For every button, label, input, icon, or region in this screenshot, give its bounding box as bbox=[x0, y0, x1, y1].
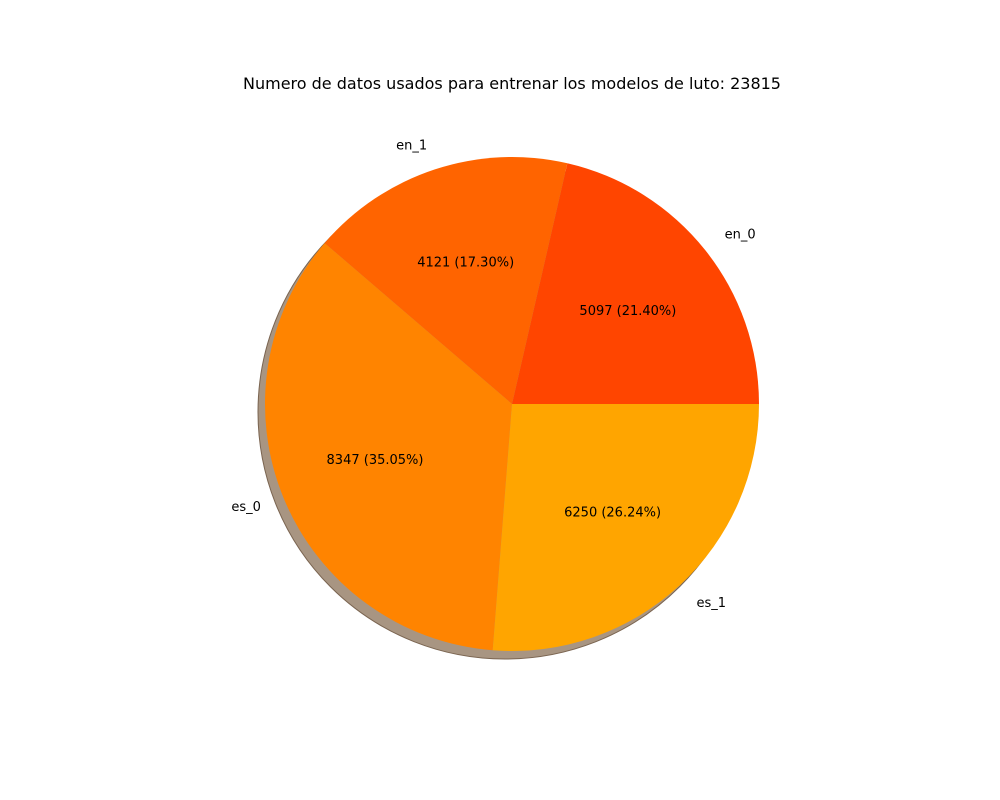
pie-slices bbox=[265, 156, 759, 652]
pie-slice-es-0 bbox=[265, 243, 512, 651]
chart-title: Numero de datos usados para entrenar los… bbox=[243, 74, 781, 93]
slice-label-en-0: en_0 bbox=[725, 227, 756, 242]
slice-value-en-1: 4121 (17.30%) bbox=[417, 256, 514, 271]
pie-labels: en_0 5097 (21.40%) en_1 4121 (17.30%) es_0 83… bbox=[231, 138, 755, 611]
slice-value-es-1: 6250 (26.24%) bbox=[564, 505, 661, 520]
slice-label-en-1: en_1 bbox=[396, 138, 427, 153]
pie-slice-en-0 bbox=[512, 163, 759, 404]
slice-value-es-0: 8347 (35.05%) bbox=[327, 453, 424, 468]
slice-label-es-0: es_0 bbox=[231, 500, 261, 515]
pie-slice-en-1 bbox=[324, 156, 568, 404]
slice-label-es-1: es_1 bbox=[697, 596, 727, 611]
slice-value-en-0: 5097 (21.40%) bbox=[579, 304, 676, 319]
pie-slice-es-1 bbox=[492, 404, 759, 652]
